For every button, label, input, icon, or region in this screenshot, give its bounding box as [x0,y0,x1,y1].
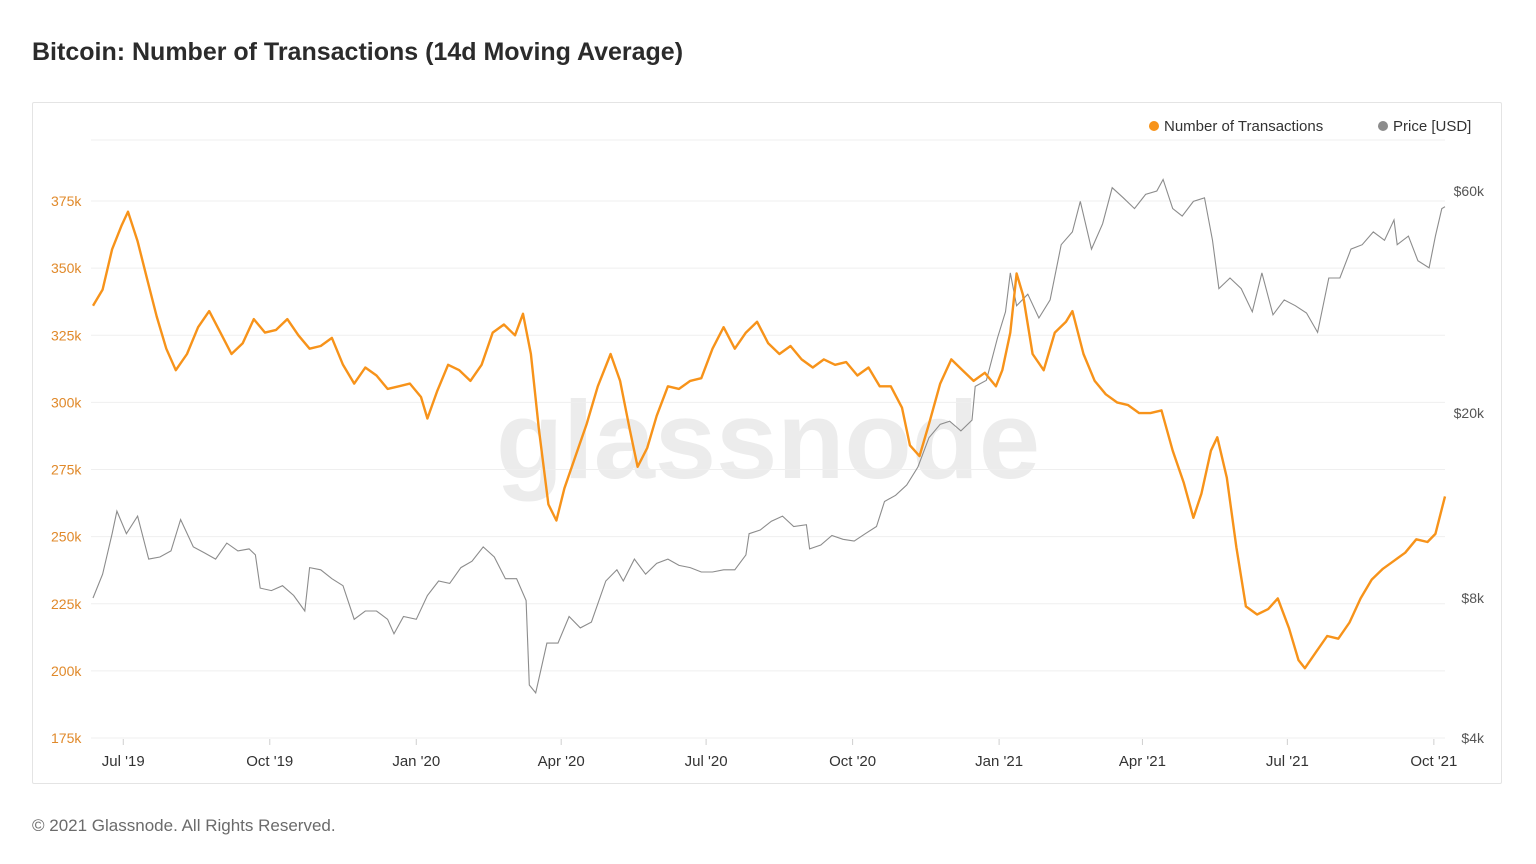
y-left-tick-label: 375k [51,193,82,209]
x-tick-label: Apr '21 [1119,753,1166,770]
y-right-tick-label: $8k [1461,590,1485,606]
legend-marker-price [1378,121,1388,131]
x-tick-label: Jan '20 [392,753,440,770]
copyright-footer: © 2021 Glassnode. All Rights Reserved. [32,816,336,835]
chart-panel: glassnode 175k 200k 225k 250k 275k 300k 325k 35… [32,102,1502,784]
y-left-tick-label: 200k [51,663,82,679]
x-tick-label: Apr '20 [538,753,585,770]
y-left-tick-label: 325k [51,327,82,343]
legend-label-price[interactable]: Price [USD] [1393,118,1471,135]
page-title: Bitcoin: Number of Transactions (14d Mov… [32,38,684,66]
y-left-tick-label: 275k [51,462,82,478]
y-left-tick-label: 175k [51,730,82,746]
x-tick-label: Oct '19 [246,753,293,770]
chart-svg: glassnode 175k 200k 225k 250k 275k 300k 325k 35… [51,118,1485,770]
y-axis-left: 175k 200k 225k 250k 275k 300k 325k 350k 375k [51,193,82,746]
y-right-tick-label: $20k [1454,405,1485,421]
x-axis: Jul '19 Oct '19 Jan '20 Apr '20 Jul '20 Oct '… [102,739,1457,770]
y-axis-right: $4k $8k $20k $60k [1454,183,1485,746]
legend: Number of Transactions Price [USD] [1149,118,1471,135]
y-left-tick-label: 250k [51,529,82,545]
x-tick-label: Jan '21 [975,753,1023,770]
legend-label-transactions[interactable]: Number of Transactions [1164,118,1323,135]
y-left-tick-label: 300k [51,394,82,410]
y-right-tick-label: $4k [1461,730,1485,746]
y-left-tick-label: 225k [51,596,82,612]
y-right-tick-label: $60k [1454,183,1485,199]
x-tick-label: Oct '21 [1410,753,1457,770]
legend-marker-transactions [1149,121,1159,131]
watermark-text: glassnode [496,379,1040,502]
grid-lines [91,139,1445,739]
y-left-tick-label: 350k [51,260,82,276]
x-tick-label: Jul '19 [102,753,145,770]
x-tick-label: Jul '20 [685,753,728,770]
series-line-price [92,178,1446,695]
x-tick-label: Oct '20 [829,753,876,770]
x-tick-label: Jul '21 [1266,753,1309,770]
series-line-transactions [91,210,1447,670]
